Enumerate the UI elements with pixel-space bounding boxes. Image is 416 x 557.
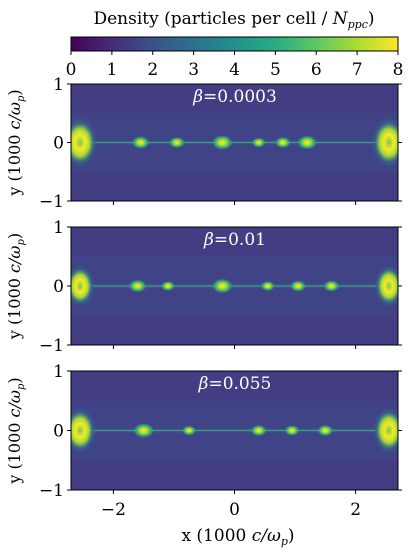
plasmoid bbox=[317, 424, 334, 437]
y-axis-label: y (1000 c/ωp) bbox=[5, 377, 27, 484]
colorbar-tick-label: 7 bbox=[352, 60, 363, 80]
y-tick-label: 0 bbox=[53, 134, 64, 154]
beta-annotation: β=0.01 bbox=[203, 230, 266, 250]
colorbar-tick-label: 4 bbox=[229, 60, 240, 80]
plasmoid bbox=[182, 425, 197, 436]
x-tick-label: −2 bbox=[101, 500, 126, 520]
plasmoid bbox=[250, 424, 267, 437]
y-tick-label: 0 bbox=[53, 422, 64, 442]
y-tick-label: 1 bbox=[53, 75, 64, 95]
end-plasmoid bbox=[373, 407, 398, 454]
end-plasmoid bbox=[71, 407, 96, 454]
plasmoid bbox=[260, 281, 275, 291]
y-axis-label: y (1000 c/ωp) bbox=[5, 89, 27, 196]
end-plasmoid bbox=[374, 265, 398, 307]
plasmoid bbox=[284, 425, 300, 436]
plasmoid bbox=[323, 280, 340, 292]
y-tick-label: 1 bbox=[53, 218, 64, 238]
colorbar-tick-label: 6 bbox=[311, 60, 322, 80]
plasmoid bbox=[133, 423, 154, 438]
heatmap-area bbox=[71, 227, 398, 345]
panels: β=0.0003 1 0 −1 y (1000 c/ωp) β=0.01 1 0 −1 y (10… bbox=[5, 75, 402, 520]
plasmoid bbox=[212, 278, 233, 294]
heatmap-area bbox=[71, 84, 398, 201]
heatmap-area bbox=[71, 371, 398, 490]
colorbar-ticks: 0 1 2 3 4 5 6 7 8 bbox=[66, 51, 404, 80]
end-plasmoid bbox=[71, 265, 95, 307]
plasmoid bbox=[128, 279, 147, 293]
plasmoid bbox=[131, 136, 150, 149]
plasmoid bbox=[290, 280, 306, 292]
y-axis-label: y (1000 c/ωp) bbox=[5, 233, 27, 340]
y-tick-label: −1 bbox=[39, 192, 64, 212]
end-plasmoid bbox=[371, 117, 398, 168]
density-panel: β=0.0003 1 0 −1 y (1000 c/ωp) bbox=[5, 75, 402, 212]
y-tick-label: −1 bbox=[39, 336, 64, 356]
x-axis-label: x (1000 c/ωp) bbox=[181, 526, 294, 548]
colorbar-tick-label: 2 bbox=[147, 60, 158, 80]
x-tick-label: 2 bbox=[350, 500, 361, 520]
density-panel: β=0.01 1 0 −1 y (1000 c/ωp) bbox=[5, 218, 402, 356]
x-tick-label: 0 bbox=[229, 500, 240, 520]
beta-annotation: β=0.0003 bbox=[192, 87, 277, 107]
colorbar bbox=[70, 36, 399, 52]
plasmoid bbox=[160, 281, 175, 291]
colorbar-title: Density (particles per cell / Nppc) bbox=[93, 9, 374, 31]
plasmoid bbox=[251, 137, 266, 148]
density-panel: β=0.055 1 0 −1 −2 0 2 y (1000 c/ωp) bbox=[5, 362, 402, 520]
y-tick-label: −1 bbox=[39, 481, 64, 501]
plasmoid bbox=[275, 136, 291, 149]
colorbar-tick-label: 5 bbox=[270, 60, 281, 80]
end-plasmoid bbox=[71, 117, 98, 168]
plasmoid bbox=[212, 135, 233, 150]
colorbar-tick-label: 0 bbox=[66, 60, 77, 80]
plasmoid bbox=[297, 135, 317, 150]
y-tick-label: 0 bbox=[53, 277, 64, 297]
colorbar-tick-label: 3 bbox=[188, 60, 199, 80]
y-tick-label: 1 bbox=[53, 362, 64, 382]
plasmoid bbox=[169, 136, 185, 149]
colorbar-tick-label: 1 bbox=[106, 60, 117, 80]
beta-annotation: β=0.055 bbox=[198, 374, 272, 394]
colorbar-tick-label: 8 bbox=[393, 60, 404, 80]
